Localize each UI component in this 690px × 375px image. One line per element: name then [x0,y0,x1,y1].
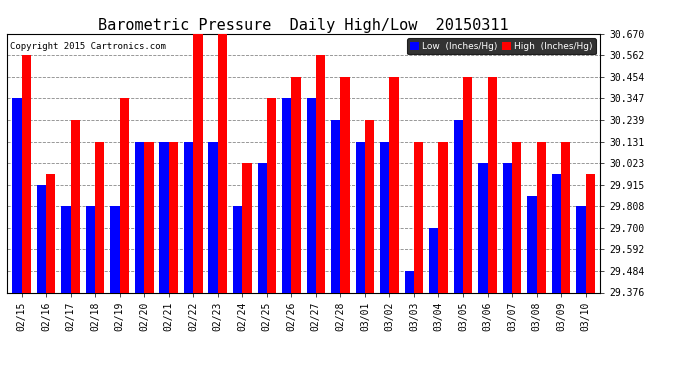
Bar [414,141,423,292]
Legend: Low  (Inches/Hg), High  (Inches/Hg): Low (Inches/Hg), High (Inches/Hg) [406,38,595,54]
Bar [438,141,448,292]
Bar [503,163,512,292]
Bar [37,185,46,292]
Bar [380,141,389,292]
Bar [86,206,95,292]
Bar [282,98,291,292]
Bar [527,196,537,292]
Bar [12,98,21,292]
Bar [576,206,586,292]
Bar [291,77,301,292]
Bar [316,56,325,292]
Bar [208,141,218,292]
Bar [404,271,414,292]
Bar [193,34,203,292]
Bar [488,77,497,292]
Bar [184,141,193,292]
Bar [453,120,463,292]
Bar [135,141,144,292]
Bar [389,77,399,292]
Bar [365,120,374,292]
Bar [478,163,488,292]
Bar [144,141,154,292]
Bar [21,56,31,292]
Title: Barometric Pressure  Daily High/Low  20150311: Barometric Pressure Daily High/Low 20150… [98,18,509,33]
Bar [429,228,438,292]
Bar [110,206,119,292]
Bar [306,98,316,292]
Bar [95,141,104,292]
Bar [119,98,129,292]
Bar [257,163,267,292]
Bar [61,206,70,292]
Bar [340,77,350,292]
Bar [537,141,546,292]
Bar [355,141,365,292]
Bar [552,174,561,292]
Bar [586,174,595,292]
Bar [331,120,340,292]
Bar [463,77,472,292]
Bar [267,98,276,292]
Bar [561,141,571,292]
Bar [169,141,178,292]
Bar [233,206,242,292]
Bar [70,120,80,292]
Bar [242,163,252,292]
Text: Copyright 2015 Cartronics.com: Copyright 2015 Cartronics.com [10,42,166,51]
Bar [159,141,169,292]
Bar [46,174,55,292]
Bar [218,34,227,292]
Bar [512,141,522,292]
